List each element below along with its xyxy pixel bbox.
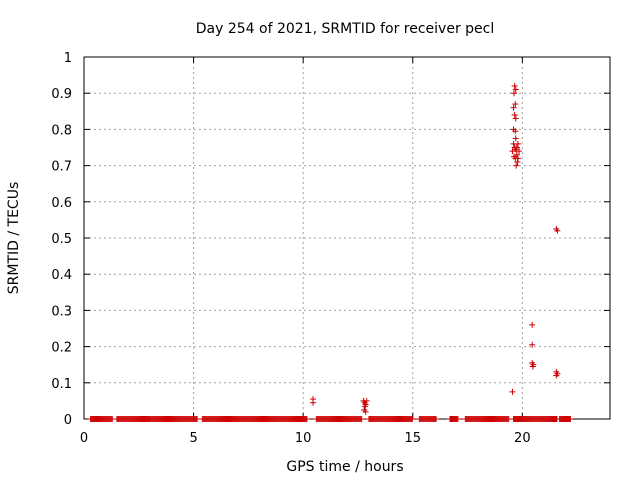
data-point	[409, 416, 416, 422]
data-point	[512, 128, 519, 135]
data-point	[554, 227, 561, 234]
data-point	[310, 396, 317, 403]
grid-lines	[84, 57, 610, 419]
data-point	[509, 388, 516, 395]
data-point	[529, 363, 536, 370]
data-point	[361, 403, 368, 410]
y-tick-label: 0.9	[51, 87, 72, 102]
data-point	[512, 86, 519, 93]
y-tick-label: 0.7	[51, 160, 72, 175]
data-point	[454, 416, 461, 422]
x-tick-label: 20	[514, 431, 531, 446]
y-tick-label: 1	[64, 51, 72, 66]
x-tick-label: 10	[295, 431, 312, 446]
y-tick-label: 0.6	[51, 196, 72, 211]
data-point	[509, 148, 516, 155]
data-point	[529, 321, 536, 328]
data-point	[433, 416, 440, 422]
data-point	[511, 111, 518, 118]
data-point	[513, 144, 520, 151]
data-point	[514, 155, 521, 162]
y-tick-label: 0.2	[51, 341, 72, 356]
y-tick-label: 0.4	[51, 268, 72, 283]
data-point	[514, 140, 521, 147]
data-point	[567, 416, 574, 422]
y-axis-label: SRMTID / TECUs	[6, 182, 22, 295]
y-tick-label: 0.3	[51, 304, 72, 319]
y-tick-label: 0	[64, 413, 72, 428]
data-point	[553, 372, 560, 379]
data-point	[512, 135, 519, 142]
data-point	[512, 115, 519, 122]
data-points	[87, 82, 574, 422]
data-point	[512, 101, 519, 108]
x-tick-label: 5	[189, 431, 197, 446]
data-point	[511, 82, 518, 89]
x-tick-label: 15	[404, 431, 421, 446]
data-point	[303, 416, 310, 422]
y-tick-label: 0.5	[51, 232, 72, 247]
x-tick-label: 0	[80, 431, 88, 446]
data-point	[529, 341, 536, 348]
axis-ticks: 00.10.20.30.40.50.60.70.80.910 5 10 15 20	[51, 51, 610, 446]
data-point	[516, 148, 523, 155]
data-point	[511, 90, 518, 97]
data-point	[510, 104, 517, 111]
data-point	[363, 397, 370, 404]
x-axis-label: GPS time / hours	[286, 459, 403, 475]
data-point	[362, 408, 369, 415]
y-tick-label: 0.1	[51, 377, 72, 392]
chart-title: Day 254 of 2021, SRMTID for receiver pec…	[196, 21, 495, 37]
data-point	[194, 416, 201, 422]
data-point	[358, 416, 365, 422]
y-tick-label: 0.8	[51, 123, 72, 138]
data-point	[513, 162, 520, 169]
